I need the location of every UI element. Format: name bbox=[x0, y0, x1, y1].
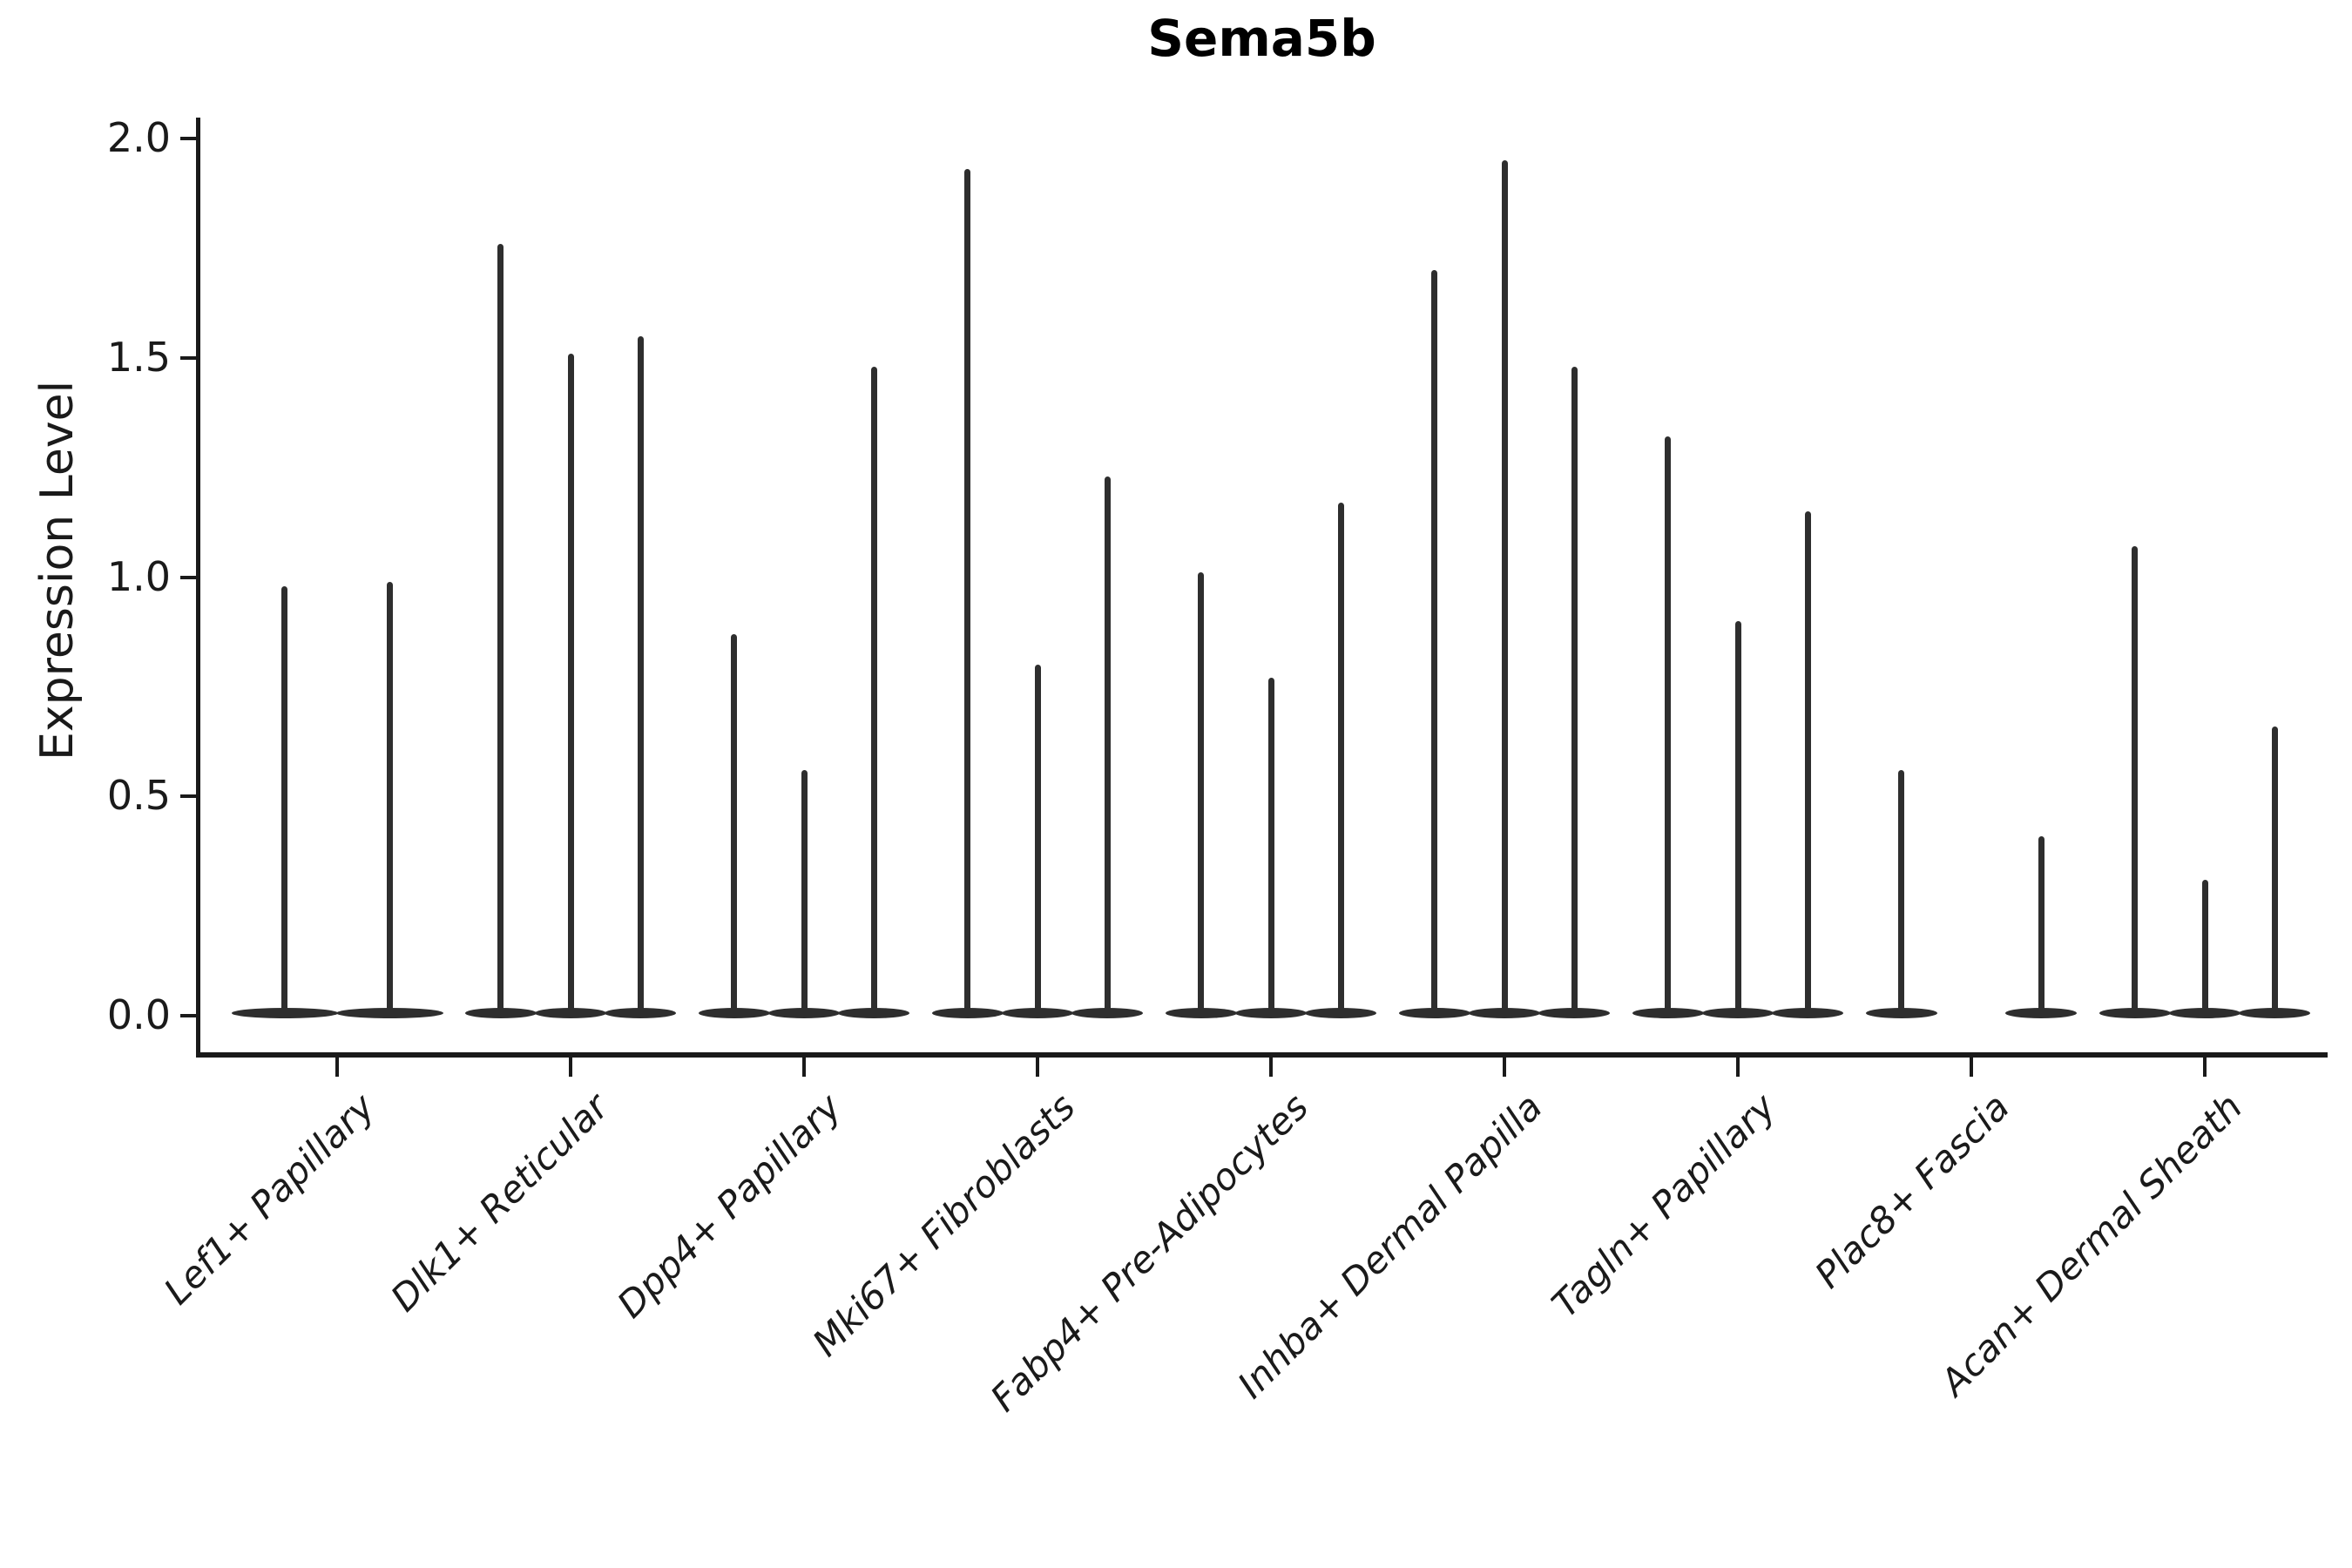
y-axis-label: Expression Level bbox=[31, 380, 84, 761]
y-tick-label: 0.0 bbox=[106, 990, 171, 1038]
violin-spike bbox=[731, 633, 738, 1017]
violin-spike bbox=[1665, 436, 1672, 1017]
violin-spike bbox=[1267, 678, 1274, 1017]
violin-spike bbox=[386, 581, 393, 1017]
y-tick-mark bbox=[180, 137, 196, 140]
y-tick-mark bbox=[180, 355, 196, 360]
violin-spike bbox=[801, 770, 808, 1017]
x-axis-spine bbox=[196, 1052, 2328, 1058]
x-tick-mark bbox=[1503, 1058, 1506, 1077]
x-tick-mark bbox=[1970, 1058, 1973, 1077]
violin-spike bbox=[2038, 835, 2044, 1017]
violin-spike bbox=[567, 353, 574, 1017]
violin-spike bbox=[964, 169, 971, 1017]
x-tick-mark bbox=[569, 1058, 572, 1077]
y-tick-mark bbox=[180, 1014, 196, 1017]
violin-spike bbox=[1898, 770, 1905, 1017]
violin-spike bbox=[1104, 476, 1111, 1017]
violin-spike bbox=[1431, 270, 1438, 1017]
violin-spike bbox=[1034, 665, 1041, 1017]
violin-spike bbox=[637, 335, 644, 1017]
x-tick-mark bbox=[335, 1058, 339, 1077]
y-tick-label: 1.5 bbox=[106, 333, 171, 381]
violin-spike bbox=[2201, 879, 2208, 1017]
violin-spike bbox=[1571, 366, 1578, 1017]
violin-spike bbox=[1501, 160, 1508, 1017]
x-tick-mark bbox=[2203, 1058, 2207, 1077]
x-tick-mark bbox=[1036, 1058, 1039, 1077]
violin-spike bbox=[870, 366, 877, 1017]
x-tick-label: Tagln+ Papillary bbox=[1543, 1085, 1784, 1326]
y-tick-label: 2.0 bbox=[106, 113, 171, 161]
y-tick-label: 1.0 bbox=[106, 552, 171, 600]
violin-spike bbox=[1804, 510, 1811, 1017]
x-tick-mark bbox=[1269, 1058, 1273, 1077]
violin-spike bbox=[281, 585, 288, 1017]
y-axis-spine bbox=[196, 118, 200, 1058]
x-tick-mark bbox=[802, 1058, 806, 1077]
violin-spike bbox=[1734, 620, 1741, 1017]
x-tick-label: Mki67+ Fibroblasts bbox=[804, 1085, 1084, 1365]
violin-spike bbox=[1198, 572, 1205, 1017]
violin-spike bbox=[2271, 726, 2278, 1017]
violin-spike bbox=[1337, 502, 1344, 1017]
x-tick-label: Dpp4+ Papillary bbox=[609, 1085, 850, 1327]
x-tick-label: Lef1+ Papillary bbox=[155, 1085, 383, 1313]
violin-spike bbox=[497, 243, 504, 1017]
x-tick-label: Plac8+ Fascia bbox=[1806, 1085, 2017, 1297]
y-tick-mark bbox=[180, 575, 196, 579]
violin-spike bbox=[2132, 546, 2139, 1017]
x-tick-label: Dlk1+ Reticular bbox=[382, 1085, 617, 1320]
y-tick-label: 0.5 bbox=[106, 772, 171, 820]
y-tick-mark bbox=[180, 794, 196, 799]
chart-title: Sema5b bbox=[1147, 9, 1376, 68]
x-tick-mark bbox=[1736, 1058, 1740, 1077]
